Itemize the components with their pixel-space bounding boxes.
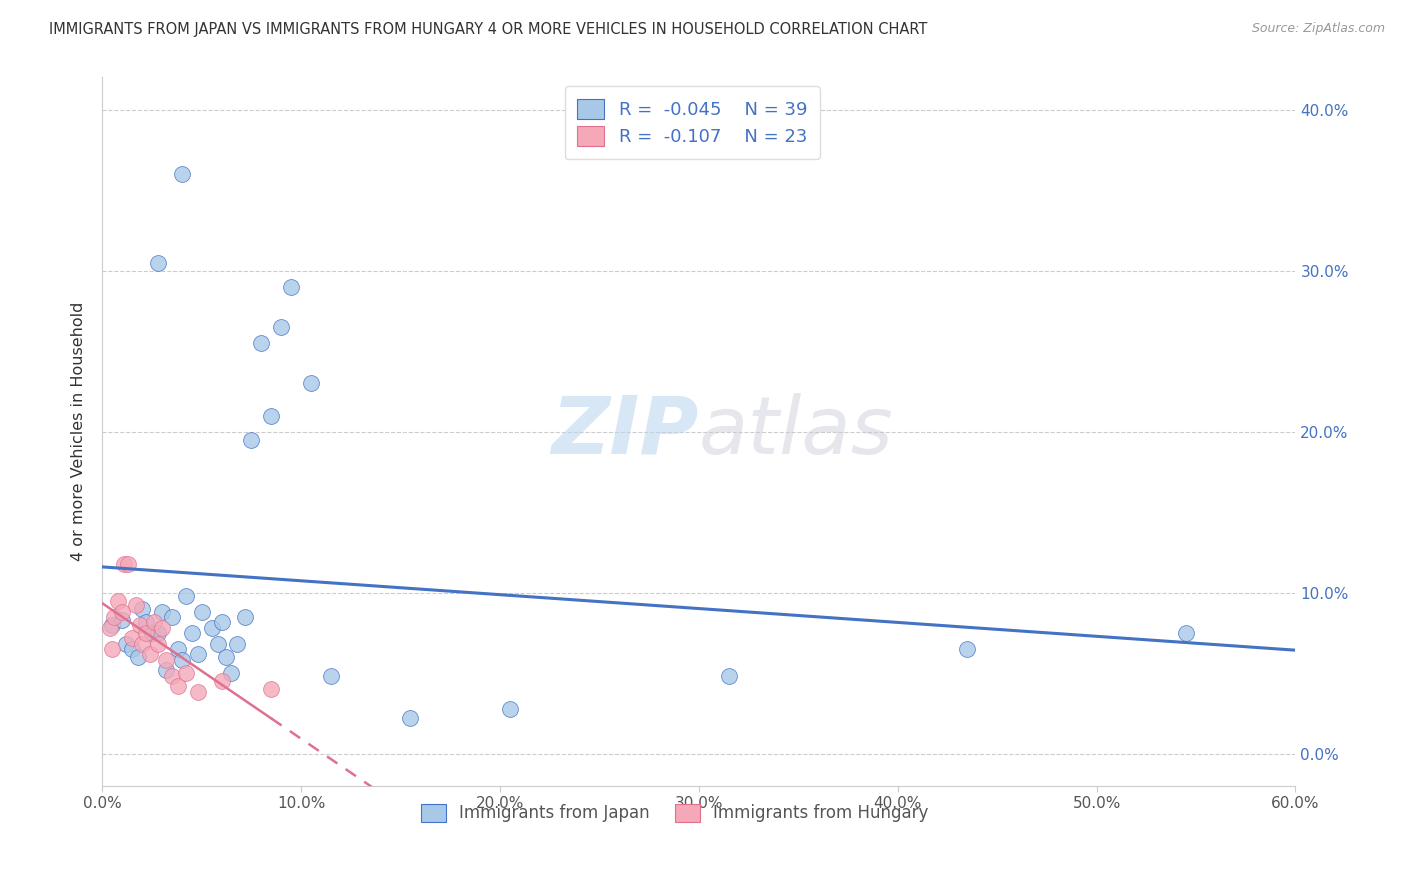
Point xyxy=(190,605,212,619)
Point xyxy=(150,621,173,635)
Point xyxy=(155,663,177,677)
Point xyxy=(211,615,233,629)
Legend: Immigrants from Japan, Immigrants from Hungary: Immigrants from Japan, Immigrants from H… xyxy=(409,792,941,834)
Point xyxy=(174,666,197,681)
Text: IMMIGRANTS FROM JAPAN VS IMMIGRANTS FROM HUNGARY 4 OR MORE VEHICLES IN HOUSEHOLD: IMMIGRANTS FROM JAPAN VS IMMIGRANTS FROM… xyxy=(49,22,928,37)
Point xyxy=(166,642,188,657)
Point xyxy=(170,653,193,667)
Point xyxy=(200,621,222,635)
Point xyxy=(250,336,273,351)
Point xyxy=(146,255,169,269)
Point xyxy=(112,557,135,571)
Point xyxy=(107,593,129,607)
Point xyxy=(187,685,209,699)
Point xyxy=(135,625,157,640)
Point xyxy=(146,637,169,651)
Y-axis label: 4 or more Vehicles in Household: 4 or more Vehicles in Household xyxy=(72,301,86,561)
Point xyxy=(717,669,740,683)
Point xyxy=(129,617,152,632)
Point xyxy=(111,605,134,619)
Point xyxy=(131,601,153,615)
Point xyxy=(499,701,522,715)
Point xyxy=(111,613,134,627)
Point xyxy=(155,653,177,667)
Point xyxy=(135,615,157,629)
Point xyxy=(101,617,124,632)
Point xyxy=(121,642,143,657)
Point xyxy=(101,642,124,657)
Point xyxy=(221,666,243,681)
Point xyxy=(150,605,173,619)
Point xyxy=(170,167,193,181)
Text: Source: ZipAtlas.com: Source: ZipAtlas.com xyxy=(1251,22,1385,36)
Point xyxy=(115,637,138,651)
Point xyxy=(260,682,283,697)
Point xyxy=(139,647,162,661)
Point xyxy=(180,625,202,640)
Point xyxy=(1175,625,1198,640)
Point xyxy=(131,637,153,651)
Point xyxy=(299,376,322,391)
Point xyxy=(280,279,302,293)
Point xyxy=(211,674,233,689)
Point xyxy=(207,637,229,651)
Point xyxy=(160,609,183,624)
Point xyxy=(98,621,121,635)
Point xyxy=(160,669,183,683)
Point xyxy=(956,642,979,657)
Point xyxy=(214,650,236,665)
Point xyxy=(166,679,188,693)
Point xyxy=(187,647,209,661)
Point xyxy=(103,609,125,624)
Text: atlas: atlas xyxy=(699,392,894,471)
Point xyxy=(146,625,169,640)
Point xyxy=(174,589,197,603)
Point xyxy=(142,615,165,629)
Point xyxy=(399,711,422,725)
Point xyxy=(260,409,283,423)
Point xyxy=(125,599,148,613)
Point xyxy=(226,637,249,651)
Point xyxy=(270,320,292,334)
Point xyxy=(319,669,342,683)
Point xyxy=(117,557,139,571)
Point xyxy=(127,650,149,665)
Point xyxy=(121,631,143,645)
Point xyxy=(141,625,163,640)
Text: ZIP: ZIP xyxy=(551,392,699,471)
Point xyxy=(235,609,257,624)
Point xyxy=(240,433,263,447)
